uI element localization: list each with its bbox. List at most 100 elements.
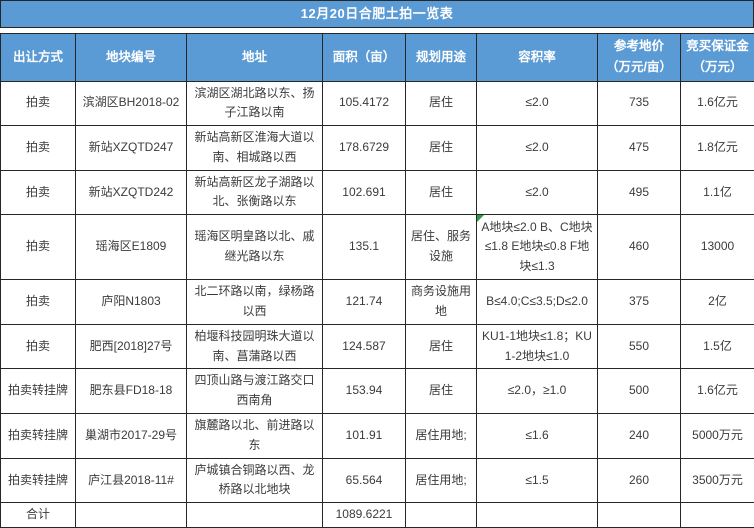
cell-plot-ratio[interactable]: ≤1.6 xyxy=(477,414,598,459)
cell-usage[interactable]: 居住 xyxy=(406,324,477,369)
cell-plot-ratio[interactable]: A地块≤2.0 B、C地块≤1.8 E地块≤0.8 F地块≤1.3 xyxy=(477,215,598,280)
total-cell-ref-price[interactable] xyxy=(598,503,681,528)
cell-ref-price[interactable]: 495 xyxy=(598,170,681,215)
cell-deposit[interactable]: 3500万元 xyxy=(681,458,754,503)
cell-ref-price[interactable]: 735 xyxy=(598,81,681,126)
cell-usage[interactable]: 居住用地; xyxy=(406,458,477,503)
cell-plot-id[interactable]: 肥东县FD18-18 xyxy=(76,369,187,414)
cell-method[interactable]: 拍卖 xyxy=(1,81,76,126)
table-title[interactable]: 12月20日合肥土拍一览表 xyxy=(0,0,754,28)
total-cell-usage[interactable] xyxy=(406,503,477,528)
header-row: 出让方式地块编号地址面积（亩）规划用途容积率参考地价（万元/亩）竞买保证金（万元… xyxy=(1,34,754,82)
cell-ref-price[interactable]: 550 xyxy=(598,324,681,369)
cell-plot-ratio[interactable]: ≤2.0 xyxy=(477,170,598,215)
cell-area[interactable]: 124.587 xyxy=(323,324,406,369)
cell-method[interactable]: 拍卖 xyxy=(1,170,76,215)
header-plot-id[interactable]: 地块编号 xyxy=(76,34,187,82)
cell-usage[interactable]: 商务设施用地 xyxy=(406,280,477,325)
cell-ref-price[interactable]: 475 xyxy=(598,126,681,171)
cell-plot-id[interactable]: 滨湖区BH2018-02 xyxy=(76,81,187,126)
cell-method[interactable]: 拍卖 xyxy=(1,324,76,369)
header-area[interactable]: 面积（亩） xyxy=(323,34,406,82)
cell-area[interactable]: 105.4172 xyxy=(323,81,406,126)
cell-plot-id[interactable]: 巢湖市2017-29号 xyxy=(76,414,187,459)
cell-method[interactable]: 拍卖转挂牌 xyxy=(1,458,76,503)
cell-ref-price[interactable]: 460 xyxy=(598,215,681,280)
header-usage[interactable]: 规划用途 xyxy=(406,34,477,82)
cell-area[interactable]: 101.91 xyxy=(323,414,406,459)
cell-area[interactable]: 121.74 xyxy=(323,280,406,325)
cell-plot-id[interactable]: 新站XZQTD242 xyxy=(76,170,187,215)
cell-method[interactable]: 拍卖 xyxy=(1,215,76,280)
cell-plot-ratio[interactable]: ≤2.0 xyxy=(477,126,598,171)
cell-area[interactable]: 153.94 xyxy=(323,369,406,414)
cell-usage[interactable]: 居住、服务设施 xyxy=(406,215,477,280)
cell-deposit[interactable]: 1.1亿 xyxy=(681,170,754,215)
cell-plot-id[interactable]: 庐阳N1803 xyxy=(76,280,187,325)
error-indicator-icon xyxy=(477,215,484,222)
cell-ref-price[interactable]: 375 xyxy=(598,280,681,325)
cell-method[interactable]: 拍卖转挂牌 xyxy=(1,369,76,414)
cell-area[interactable]: 65.564 xyxy=(323,458,406,503)
header-ref-price[interactable]: 参考地价（万元/亩） xyxy=(598,34,681,82)
cell-address[interactable]: 瑶海区明皇路以北、戚继光路以东 xyxy=(187,215,323,280)
cell-area[interactable]: 102.691 xyxy=(323,170,406,215)
cell-usage[interactable]: 居住 xyxy=(406,81,477,126)
header-plot-ratio[interactable]: 容积率 xyxy=(477,34,598,82)
cell-plot-id[interactable]: 瑶海区E1809 xyxy=(76,215,187,280)
cell-usage[interactable]: 居住 xyxy=(406,126,477,171)
cell-usage[interactable]: 居住 xyxy=(406,170,477,215)
cell-plot-id[interactable]: 新站XZQTD247 xyxy=(76,126,187,171)
total-cell-deposit[interactable] xyxy=(681,503,754,528)
cell-address[interactable]: 四顶山路与渡江路交口西南角 xyxy=(187,369,323,414)
cell-plot-ratio[interactable]: ≤2.0 xyxy=(477,81,598,126)
cell-plot-ratio[interactable]: B≤4.0;C≤3.5;D≤2.0 xyxy=(477,280,598,325)
cell-deposit[interactable]: 1.8亿元 xyxy=(681,126,754,171)
cell-usage[interactable]: 居住 xyxy=(406,369,477,414)
cell-plot-id[interactable]: 肥西[2018]27号 xyxy=(76,324,187,369)
cell-area[interactable]: 135.1 xyxy=(323,215,406,280)
cell-plot-ratio[interactable]: KU1-1地块≤1.8；KU1-2地块≤1.0 xyxy=(477,324,598,369)
cell-deposit[interactable]: 1.5亿 xyxy=(681,324,754,369)
cell-deposit[interactable]: 1.6亿元 xyxy=(681,81,754,126)
cell-deposit[interactable]: 1.6亿元 xyxy=(681,369,754,414)
cell-address[interactable]: 北二环路以南，绿杨路以西 xyxy=(187,280,323,325)
cell-deposit[interactable]: 13000 xyxy=(681,215,754,280)
cell-address[interactable]: 新站高新区淮海大道以南、相城路以西 xyxy=(187,126,323,171)
cell-address[interactable]: 旗麓路以北、前进路以东 xyxy=(187,414,323,459)
total-cell-plot-ratio[interactable] xyxy=(477,503,598,528)
cell-deposit[interactable]: 5000万元 xyxy=(681,414,754,459)
cell-ref-price[interactable]: 260 xyxy=(598,458,681,503)
total-cell-plot-id[interactable] xyxy=(76,503,187,528)
total-cell-area[interactable]: 1089.6221 xyxy=(323,503,406,528)
cell-method[interactable]: 拍卖 xyxy=(1,126,76,171)
cell-plot-id[interactable]: 庐江县2018-11# xyxy=(76,458,187,503)
cell-ref-price[interactable]: 500 xyxy=(598,369,681,414)
header-method[interactable]: 出让方式 xyxy=(1,34,76,82)
cell-deposit[interactable]: 2亿 xyxy=(681,280,754,325)
cell-address[interactable]: 柏堰科技园明珠大道以南、菖蒲路以西 xyxy=(187,324,323,369)
cell-plot-ratio[interactable]: ≤1.5 xyxy=(477,458,598,503)
cell-ref-price[interactable]: 240 xyxy=(598,414,681,459)
header-address[interactable]: 地址 xyxy=(187,34,323,82)
cell-plot-ratio[interactable]: ≤2.0，≥1.0 xyxy=(477,369,598,414)
cell-usage[interactable]: 居住用地; xyxy=(406,414,477,459)
total-label-cell[interactable]: 合计 xyxy=(1,503,76,528)
cell-area[interactable]: 178.6729 xyxy=(323,126,406,171)
land-auction-table: 出让方式地块编号地址面积（亩）规划用途容积率参考地价（万元/亩）竞买保证金（万元… xyxy=(0,33,754,528)
total-cell-address[interactable] xyxy=(187,503,323,528)
cell-method[interactable]: 拍卖 xyxy=(1,280,76,325)
cell-address[interactable]: 庐城镇合铜路以西、龙桥路以北地块 xyxy=(187,458,323,503)
cell-method[interactable]: 拍卖转挂牌 xyxy=(1,414,76,459)
cell-address[interactable]: 新站高新区龙子湖路以北、张衡路以东 xyxy=(187,170,323,215)
header-deposit[interactable]: 竞买保证金（万元） xyxy=(681,34,754,82)
cell-address[interactable]: 滨湖区湖北路以东、扬子江路以南 xyxy=(187,81,323,126)
